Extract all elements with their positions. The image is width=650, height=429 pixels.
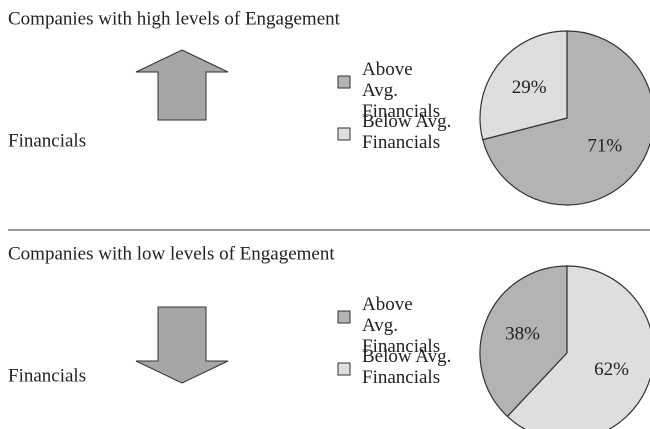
pie-slice (479, 30, 568, 141)
pie-slice (482, 30, 650, 206)
slice-label: 71% (587, 136, 622, 157)
legend-label: Above Avg. Financials (362, 59, 441, 122)
arrow (135, 306, 229, 384)
slice-label: 62% (594, 359, 629, 380)
pie-slice (479, 265, 568, 418)
pie-slice (506, 265, 650, 429)
slice-label: 38% (505, 324, 540, 345)
row-label: Financials (8, 130, 86, 151)
legend-label: Below Avg. Financials (362, 346, 452, 388)
panel-title: Companies with high levels of Engagement (8, 8, 341, 29)
legend-swatch (337, 362, 351, 376)
panel-title: Companies with low levels of Engagement (8, 243, 335, 264)
legend-label: Above Avg. Financials (362, 294, 441, 357)
slice-label: 29% (512, 77, 547, 98)
row-label: Financials (8, 365, 86, 386)
legend-label: Below Avg. Financials (362, 111, 452, 153)
legend-swatch (337, 127, 351, 141)
legend-swatch (337, 310, 351, 324)
arrow (135, 49, 229, 121)
legend-swatch (337, 75, 351, 89)
